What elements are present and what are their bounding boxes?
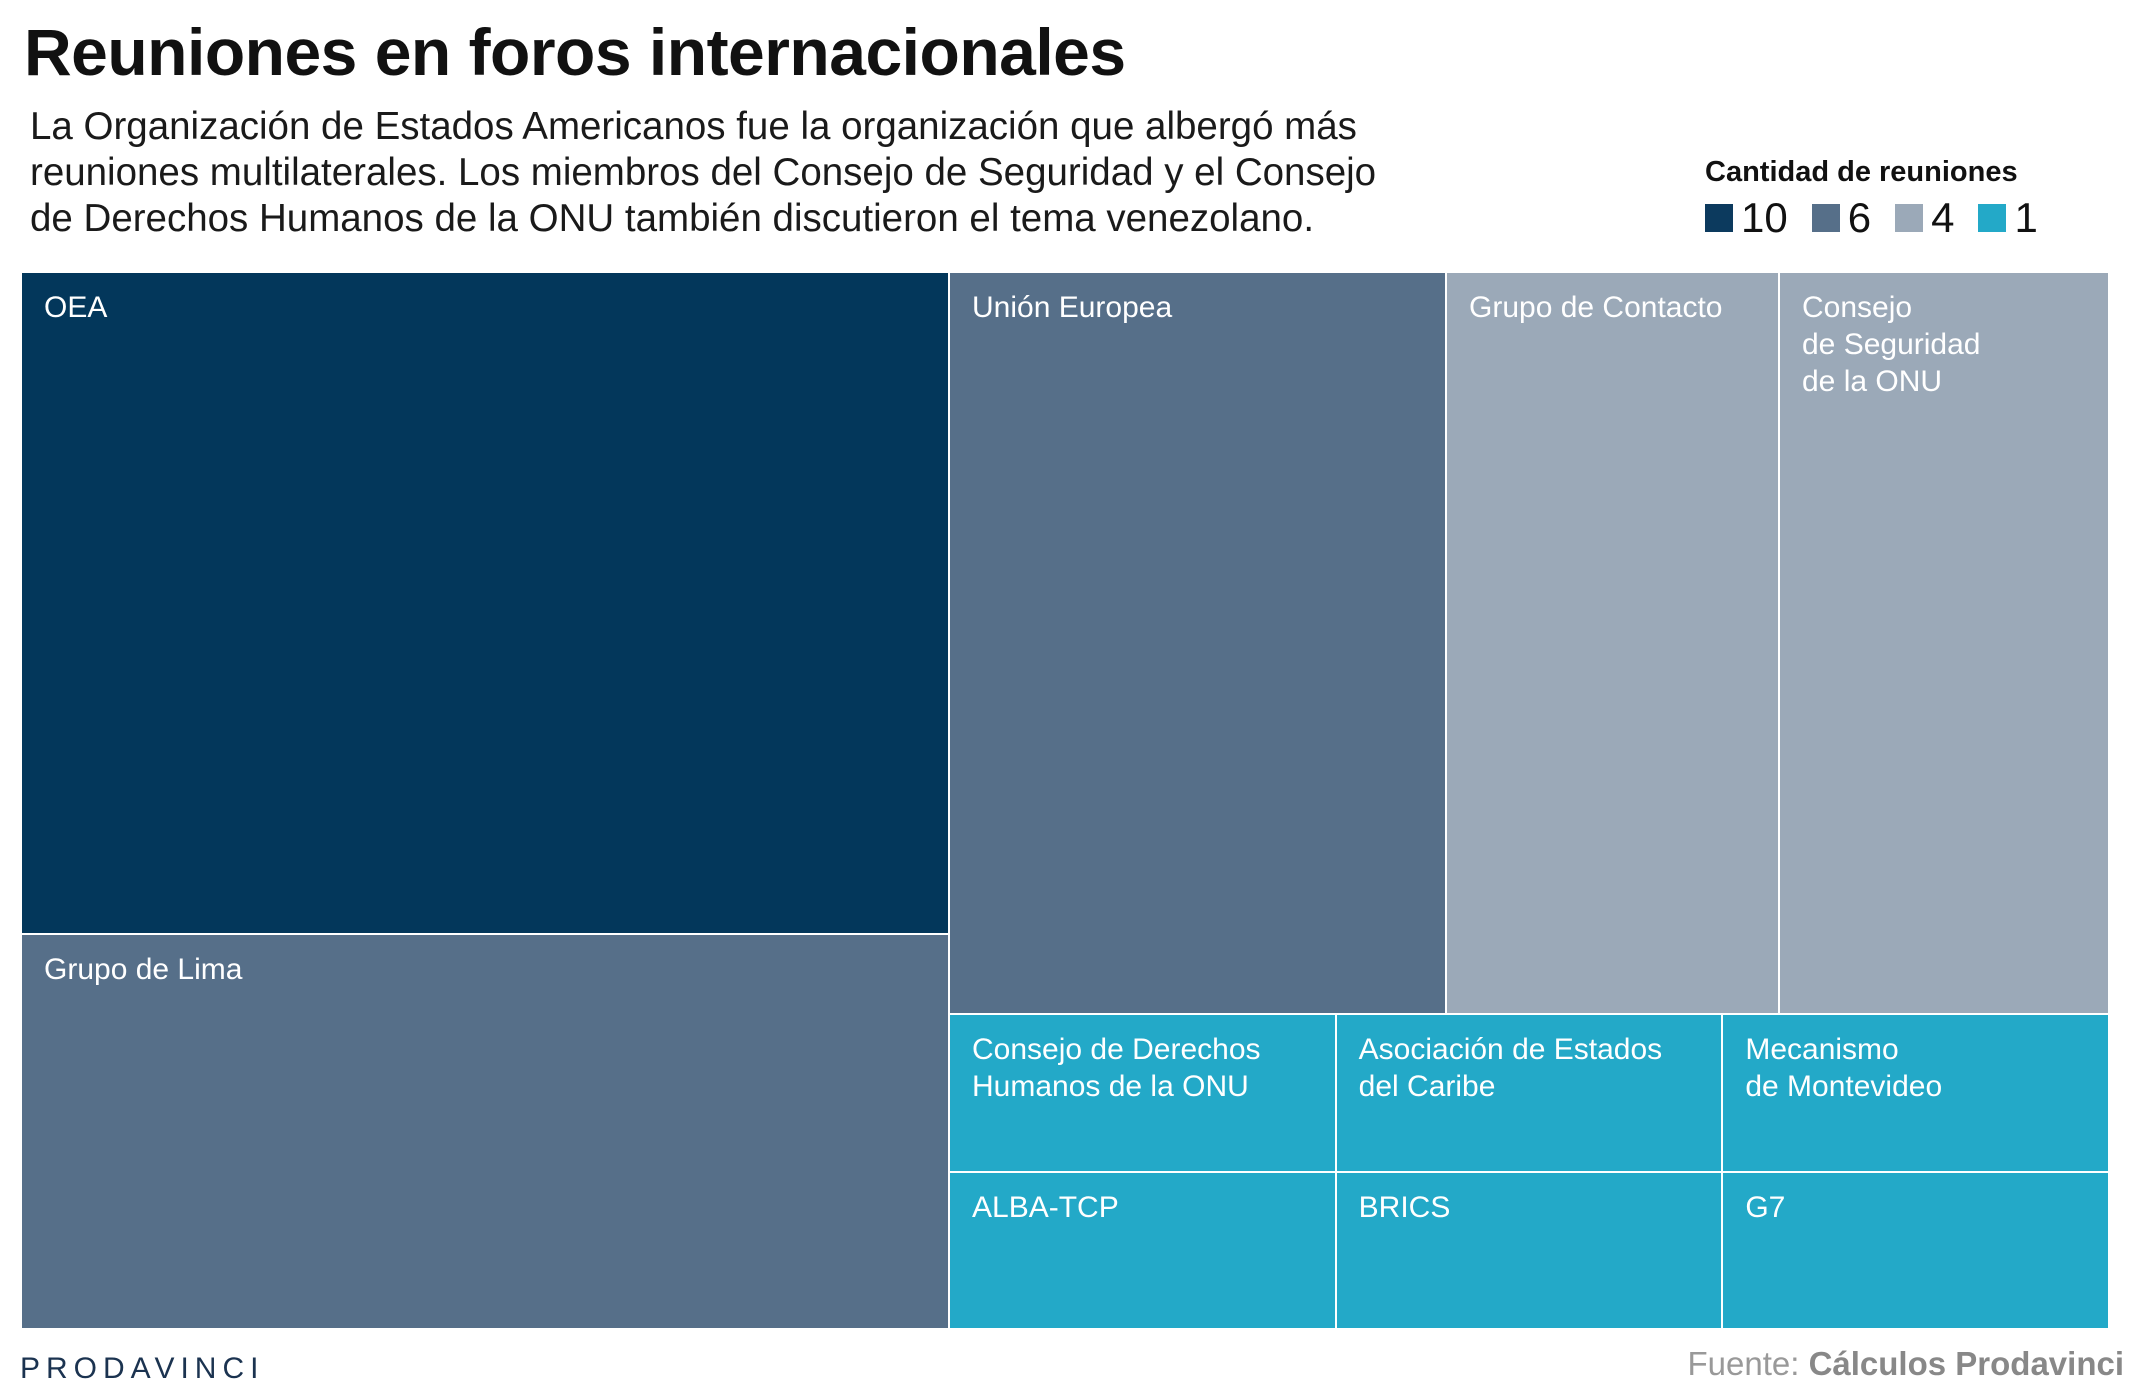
legend-title: Cantidad de reuniones bbox=[1705, 156, 2018, 188]
treemap-cell: ALBA-TCP bbox=[950, 1172, 1337, 1330]
treemap-cell: Grupo de Lima bbox=[22, 935, 950, 1330]
source-note: Fuente: Cálculos Prodavinci bbox=[1687, 1345, 2124, 1383]
treemap-cell-label: Mecanismo de Montevideo bbox=[1745, 1033, 1943, 1103]
treemap-cell: Unión Europea bbox=[950, 273, 1447, 1015]
subtitle-line: de Derechos Humanos de la ONU también di… bbox=[30, 197, 1315, 240]
legend-swatch-10 bbox=[1705, 204, 1733, 232]
treemap-cell-label: OEA bbox=[44, 291, 108, 324]
treemap-cell: Asociación de Estados del Caribe bbox=[1336, 1015, 1724, 1173]
legend-items: 10 6 4 1 bbox=[1705, 195, 2125, 241]
treemap-cell-label: Consejo de Derechos Humanos de la ONU bbox=[972, 1033, 1261, 1103]
treemap-cell: Grupo de Contacto bbox=[1447, 273, 1780, 1015]
legend-item-10: 10 bbox=[1705, 195, 1788, 241]
chart-subtitle: La Organización de Estados Americanos fu… bbox=[30, 104, 1510, 242]
chart-title: Reuniones en foros internacionales bbox=[24, 15, 1126, 89]
subtitle-line: reuniones multilaterales. Los miembros d… bbox=[30, 151, 1377, 194]
subtitle-line: La Organización de Estados Americanos fu… bbox=[30, 105, 1357, 148]
treemap: OEA Grupo de Lima Unión Europea Grupo de Co… bbox=[22, 273, 2110, 1330]
legend-item-4: 4 bbox=[1895, 195, 1954, 241]
treemap-cell: Consejo de Derechos Humanos de la ONU bbox=[950, 1015, 1337, 1173]
treemap-cell-label: Unión Europea bbox=[972, 291, 1173, 324]
treemap-cell: OEA bbox=[22, 273, 950, 935]
legend: Cantidad de reuniones 10 6 4 1 bbox=[1705, 156, 2125, 241]
legend-item-1: 1 bbox=[1978, 194, 2038, 241]
legend-label-10: 10 bbox=[1741, 194, 1788, 241]
legend-label-1: 1 bbox=[2014, 194, 2038, 241]
legend-item-6: 6 bbox=[1811, 194, 1872, 241]
legend-label-6: 6 bbox=[1847, 194, 1872, 241]
treemap-cell-label: Consejo de Seguridad de la ONU bbox=[1802, 291, 1981, 398]
source-prefix: Fuente: bbox=[1687, 1345, 1809, 1382]
source-name: Cálculos Prodavinci bbox=[1808, 1345, 2124, 1382]
treemap-cell: BRICS bbox=[1336, 1172, 1724, 1330]
treemap-cell-label: Grupo de Contacto bbox=[1469, 291, 1723, 324]
treemap-cell-label: G7 bbox=[1745, 1190, 1786, 1224]
legend-swatch-1 bbox=[1978, 204, 2007, 232]
brand-logo: PRODAVINCI bbox=[20, 1352, 265, 1385]
treemap-cell-label: Asociación de Estados del Caribe bbox=[1358, 1033, 1663, 1103]
treemap-cell: Consejo de Seguridad de la ONU bbox=[1780, 273, 2110, 1015]
legend-label-4: 4 bbox=[1931, 194, 1955, 241]
treemap-cell-label: ALBA-TCP bbox=[972, 1190, 1119, 1224]
legend-swatch-4 bbox=[1895, 204, 1924, 232]
treemap-cell-label: BRICS bbox=[1358, 1190, 1451, 1224]
legend-swatch-6 bbox=[1811, 204, 1840, 232]
treemap-cell: G7 bbox=[1723, 1172, 2110, 1330]
treemap-cell-label: Grupo de Lima bbox=[44, 953, 243, 986]
treemap-cell: Mecanismo de Montevideo bbox=[1723, 1015, 2110, 1173]
